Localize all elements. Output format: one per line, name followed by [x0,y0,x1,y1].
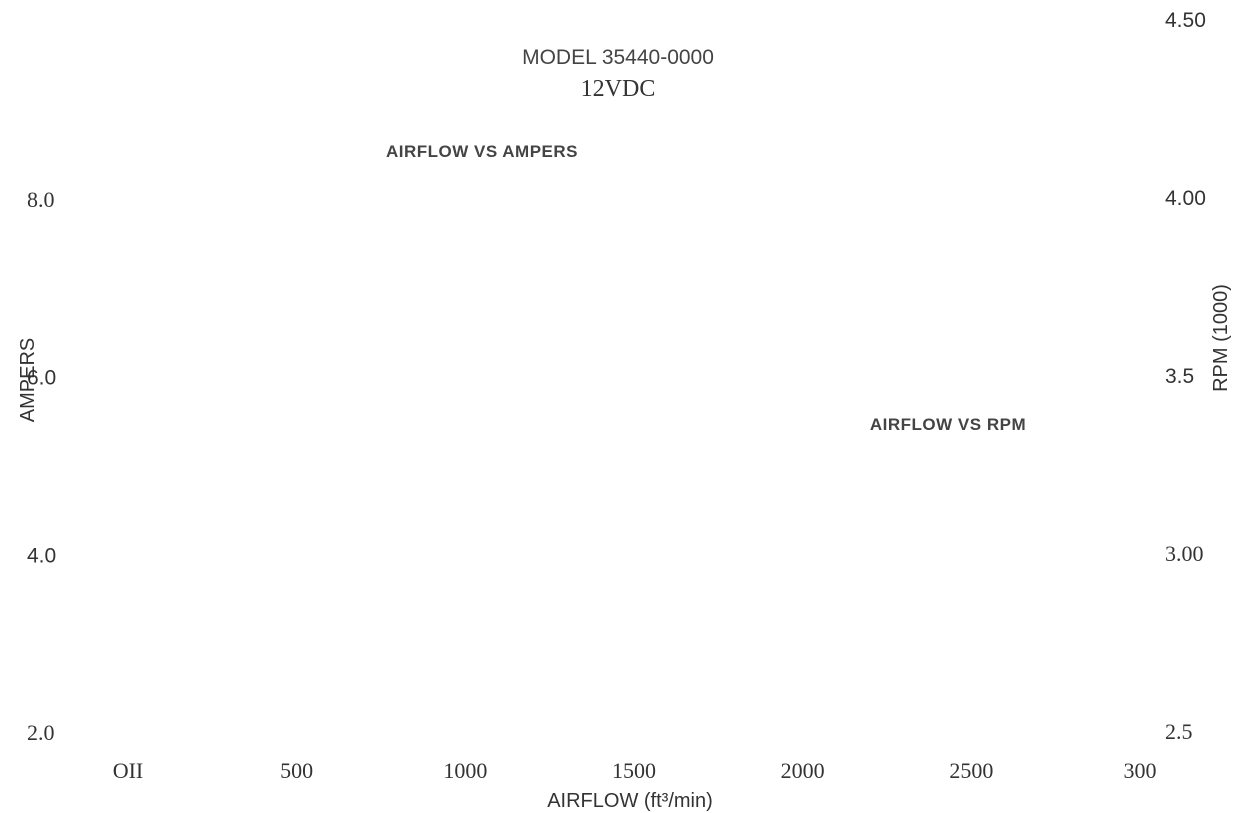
x-tick-label: 500 [280,758,313,783]
x-tick-label: 1000 [443,758,487,783]
y-axis-right-label: RPM (1000) [1210,284,1232,392]
series-label-ampers: AIRFLOW VS AMPERS [386,142,578,161]
y-right-tick-label: 2.5 [1165,719,1193,744]
x-tick-labels: OII 500 1000 1500 2000 2500 300 [113,758,1157,783]
y-left-tick-labels: 2.0 4.0 6.0 8.0 [27,187,56,745]
x-tick-label: 300 [1124,758,1157,783]
y-right-tick-label: 4.50 [1165,9,1206,32]
y-right-tick-label: 3.00 [1165,541,1204,566]
y-right-tick-label: 4.00 [1165,187,1206,210]
chart-subtitle: 12VDC [581,76,656,102]
x-axis-label: AIRFLOW (ft³/min) [547,790,713,812]
y-right-tick-labels: 2.5 3.00 3.5 4.00 4.50 [1165,9,1206,744]
chart-title: MODEL 35440-0000 [522,46,714,69]
series-label-rpm: AIRFLOW VS RPM [870,415,1026,434]
x-tick-label: OII [113,758,144,783]
y-left-tick-label: 4.0 [27,544,56,567]
x-tick-label: 2500 [949,758,993,783]
y-left-tick-label: 8.0 [27,187,55,212]
y-axis-left-label: AMPERS [17,338,39,422]
x-tick-label: 1500 [612,758,656,783]
y-right-tick-label: 3.5 [1165,365,1194,388]
y-left-tick-label: 6.0 [27,367,56,390]
x-tick-label: 2000 [781,758,825,783]
y-left-tick-label: 2.0 [27,720,55,745]
